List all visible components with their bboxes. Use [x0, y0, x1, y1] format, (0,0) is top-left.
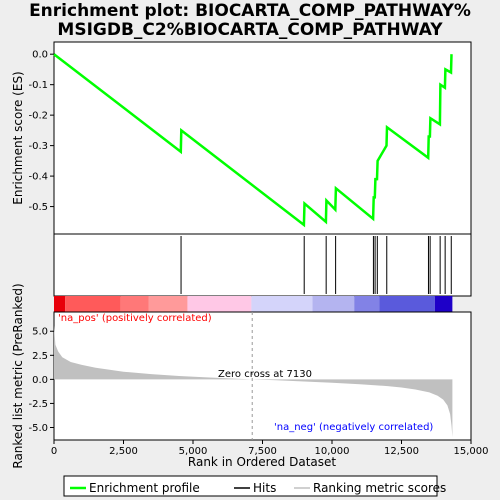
xtick-label: 7,500 [248, 446, 277, 457]
enrichment-profile-line [53, 53, 453, 228]
es-ytick-label: -0.4 [28, 172, 48, 183]
legend-enrichment-label: Enrichment profile [89, 481, 200, 495]
chart-title: Enrichment plot: BIOCARTA_COMP_PATHWAY% … [0, 2, 500, 40]
colorbar-segment [434, 296, 453, 312]
xtick-label: 15,000 [454, 446, 489, 457]
colorbar-segment [354, 296, 380, 312]
colorbar-segment [379, 296, 435, 312]
colorbar-segment [65, 296, 121, 312]
es-ytick-label: -0.5 [28, 202, 48, 213]
colorbar-segment [120, 296, 149, 312]
chart-title-line1: Enrichment plot: BIOCARTA_COMP_PATHWAY% [29, 1, 471, 21]
es-yaxis: 0.0 -0.1 -0.2 -0.3 -0.4 -0.5 [28, 50, 54, 213]
metric-yaxis: 5.0 2.5 0.0 -2.5 -5.0 [28, 327, 54, 434]
hits-panel [53, 233, 472, 297]
metric-ytick-label: -2.5 [28, 399, 48, 410]
rank-colorbar [54, 296, 453, 312]
chart-title-line2: MSIGDB_C2%BIOCARTA_COMP_PATHWAY [57, 20, 443, 40]
metric-ytick-label: 2.5 [32, 351, 48, 362]
neg-label: 'na_neg' (negatively correlated) [274, 422, 433, 433]
xtick-label: 12,500 [384, 446, 419, 457]
legend: Enrichment profile Hits Ranking metric s… [63, 475, 446, 497]
es-panel [53, 41, 472, 235]
es-ytick-label: -0.3 [28, 141, 48, 152]
colorbar-segment [148, 296, 188, 312]
xtick-label: 5,000 [179, 446, 208, 457]
xtick-label: 2,500 [109, 446, 138, 457]
es-ylabel: Enrichment score (ES) [11, 71, 25, 204]
es-ytick-label: 0.0 [32, 50, 48, 61]
colorbar-segment [312, 296, 355, 312]
colorbar-segment [251, 296, 313, 312]
legend-metric-label: Ranking metric scores [313, 481, 446, 495]
xtick-label: 0 [51, 446, 57, 457]
metric-ylabel: Ranked list metric (PreRanked) [11, 283, 25, 468]
metric-ytick-label: 0.0 [32, 375, 48, 386]
colorbar-segment [187, 296, 252, 312]
es-ytick-label: -0.2 [28, 111, 48, 122]
legend-hits-label: Hits [253, 481, 276, 495]
rank-xaxis: 0 2,500 5,000 7,500 10,000 12,500 15,000 [51, 440, 489, 457]
hit-markers [180, 236, 452, 294]
pos-label: 'na_pos' (positively correlated) [58, 313, 212, 324]
es-ytick-label: -0.1 [28, 80, 48, 91]
colorbar-segment [54, 296, 66, 312]
metric-ytick-label: 5.0 [32, 327, 48, 338]
zero-cross-label: Zero cross at 7130 [218, 369, 312, 380]
xtick-label: 10,000 [315, 446, 350, 457]
ranking-metric-area [54, 325, 453, 438]
xlabel: Rank in Ordered Dataset [188, 455, 336, 469]
metric-ytick-label: -5.0 [28, 423, 48, 434]
